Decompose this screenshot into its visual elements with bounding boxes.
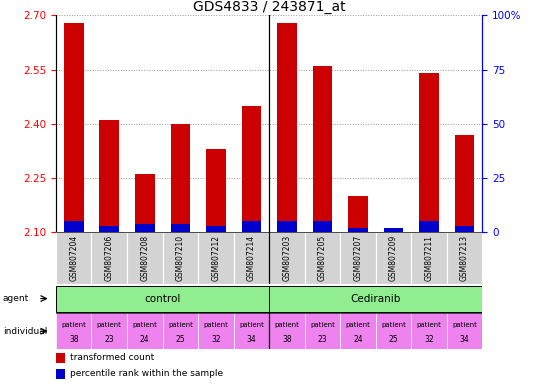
Text: agent: agent xyxy=(3,294,29,303)
Bar xyxy=(56,353,66,363)
Bar xyxy=(419,73,439,232)
Bar xyxy=(455,135,474,232)
Text: patient: patient xyxy=(97,322,122,328)
Bar xyxy=(411,313,447,349)
Text: patient: patient xyxy=(417,322,441,328)
Bar xyxy=(313,222,332,232)
Bar xyxy=(56,313,92,349)
Text: patient: patient xyxy=(132,322,157,328)
Text: GSM807212: GSM807212 xyxy=(212,235,220,281)
Text: transformed count: transformed count xyxy=(70,353,154,362)
Bar xyxy=(313,66,332,232)
Bar xyxy=(348,228,368,232)
Title: GDS4833 / 243871_at: GDS4833 / 243871_at xyxy=(193,0,345,14)
Text: GSM807209: GSM807209 xyxy=(389,235,398,281)
Bar xyxy=(233,313,269,349)
Bar xyxy=(455,226,474,232)
Bar xyxy=(411,232,447,284)
Text: 34: 34 xyxy=(247,335,256,344)
Text: 25: 25 xyxy=(389,335,398,344)
Text: Cediranib: Cediranib xyxy=(351,293,401,304)
Bar xyxy=(269,286,482,311)
Bar xyxy=(233,232,269,284)
Bar xyxy=(447,313,482,349)
Bar xyxy=(269,313,305,349)
Bar xyxy=(277,23,297,232)
Bar xyxy=(277,222,297,232)
Bar xyxy=(163,313,198,349)
Text: GSM807206: GSM807206 xyxy=(105,235,114,281)
Text: patient: patient xyxy=(204,322,228,328)
Bar xyxy=(384,228,403,232)
Bar xyxy=(92,232,127,284)
Text: control: control xyxy=(144,293,181,304)
Text: 23: 23 xyxy=(318,335,327,344)
Bar xyxy=(92,313,127,349)
Bar xyxy=(127,232,163,284)
Text: patient: patient xyxy=(168,322,193,328)
Bar xyxy=(305,232,340,284)
Bar xyxy=(340,232,376,284)
Text: patient: patient xyxy=(310,322,335,328)
Bar xyxy=(376,313,411,349)
Text: patient: patient xyxy=(61,322,86,328)
Bar xyxy=(447,232,482,284)
Bar xyxy=(340,313,376,349)
Text: patient: patient xyxy=(452,322,477,328)
Bar xyxy=(100,226,119,232)
Text: GSM807208: GSM807208 xyxy=(140,235,149,281)
Text: patient: patient xyxy=(239,322,264,328)
Text: GSM807205: GSM807205 xyxy=(318,235,327,281)
Text: 23: 23 xyxy=(104,335,114,344)
Text: GSM807210: GSM807210 xyxy=(176,235,185,281)
Text: GSM807214: GSM807214 xyxy=(247,235,256,281)
Text: patient: patient xyxy=(381,322,406,328)
Text: GSM807203: GSM807203 xyxy=(282,235,292,281)
Bar xyxy=(163,232,198,284)
Bar xyxy=(241,222,261,232)
Bar xyxy=(269,232,305,284)
Text: GSM807213: GSM807213 xyxy=(460,235,469,281)
Bar xyxy=(171,124,190,232)
Text: patient: patient xyxy=(274,322,300,328)
Bar xyxy=(241,106,261,232)
Bar xyxy=(198,313,233,349)
Bar xyxy=(56,369,66,379)
Bar xyxy=(135,223,155,232)
Text: 32: 32 xyxy=(211,335,221,344)
Text: 38: 38 xyxy=(69,335,78,344)
Bar xyxy=(206,149,225,232)
Bar xyxy=(56,286,269,311)
Bar xyxy=(384,229,403,232)
Text: individual: individual xyxy=(3,327,47,336)
Bar xyxy=(376,232,411,284)
Bar xyxy=(206,226,225,232)
Text: 38: 38 xyxy=(282,335,292,344)
Text: percentile rank within the sample: percentile rank within the sample xyxy=(70,369,223,378)
Text: GSM807207: GSM807207 xyxy=(353,235,362,281)
Bar xyxy=(198,232,233,284)
Text: GSM807211: GSM807211 xyxy=(425,235,433,281)
Text: 25: 25 xyxy=(175,335,185,344)
Bar xyxy=(56,232,92,284)
Bar xyxy=(64,222,84,232)
Text: 34: 34 xyxy=(460,335,470,344)
Text: patient: patient xyxy=(345,322,370,328)
Text: GSM807204: GSM807204 xyxy=(69,235,78,281)
Bar xyxy=(100,120,119,232)
Bar xyxy=(64,23,84,232)
Text: 24: 24 xyxy=(353,335,363,344)
Bar xyxy=(127,313,163,349)
Bar xyxy=(135,174,155,232)
Text: 32: 32 xyxy=(424,335,434,344)
Bar xyxy=(419,222,439,232)
Bar xyxy=(348,196,368,232)
Text: 24: 24 xyxy=(140,335,150,344)
Bar xyxy=(305,313,340,349)
Bar xyxy=(171,223,190,232)
